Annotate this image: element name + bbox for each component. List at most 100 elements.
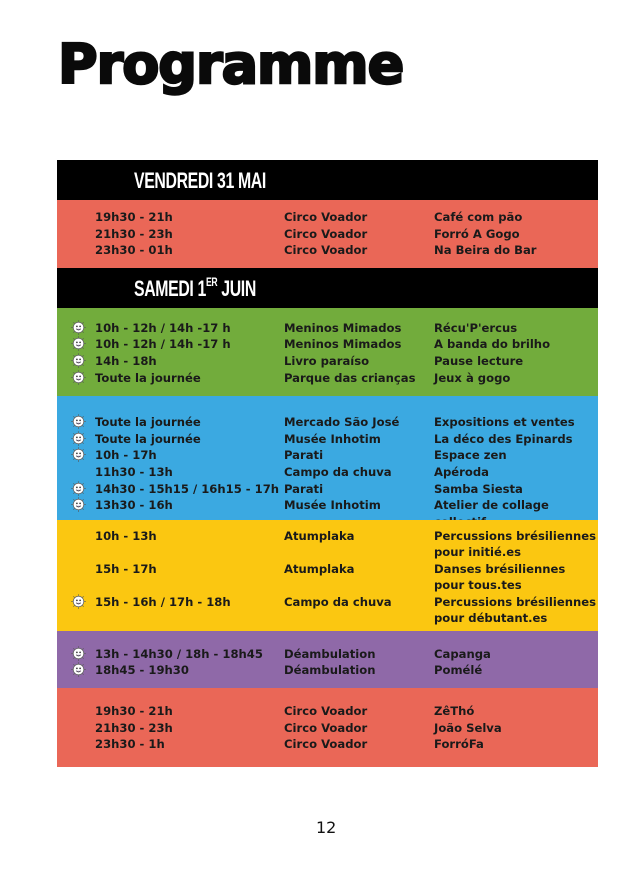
venue: Circo Voador — [284, 243, 368, 258]
time: 13h - 14h30 / 18h - 18h45 — [95, 646, 263, 661]
event: ForróFa — [434, 737, 484, 752]
schedule-row: 13h30 - 16h Musée Inhotim Atelier de colla… — [57, 497, 598, 529]
time: 19h30 - 21h — [95, 703, 173, 718]
event: Pomélé — [434, 663, 483, 678]
event: Percussions brésiliennes pour débutant.e… — [434, 594, 596, 626]
schedule-row: 10h - 17h Parati Espace zen — [57, 447, 598, 464]
venue: Circo Voador — [284, 703, 368, 718]
schedule-row: 19h30 - 21h Circo Voador Café com pão — [57, 209, 598, 226]
schedule-row: 23h30 - 01h Circo Voador Na Beira do Bar — [57, 242, 598, 259]
smiley-sun-icon — [71, 414, 86, 429]
schedule-block: 10h - 12h / 14h -17 h Meninos Mimados Récu… — [57, 307, 598, 397]
event: La déco des Epinards — [434, 431, 573, 446]
event: Jeux à gogo — [434, 370, 511, 385]
schedule-block: 10h - 13h Atumplaka Percussions brésilienn… — [57, 519, 598, 631]
event: A banda do brilho — [434, 337, 551, 352]
event: Capanga — [434, 646, 491, 661]
smiley-sun-icon — [71, 319, 86, 335]
time: 19h30 - 21h — [95, 210, 173, 224]
page-title: Programme — [57, 33, 406, 96]
event: Samba Siesta — [434, 481, 523, 496]
time: Toute la journée — [95, 431, 201, 446]
venue: Déambulation — [284, 646, 376, 661]
smiley-sun-icon — [71, 336, 86, 352]
schedule-row: 10h - 12h / 14h -17 h Meninos Mimados A ba… — [57, 336, 598, 353]
event: Na Beira do Bar — [434, 243, 537, 258]
event: Apéroda — [434, 464, 489, 479]
time: 13h30 - 16h — [95, 498, 173, 513]
day-header: VENDREDI 31 MAI — [57, 160, 598, 200]
smiley-sun-icon — [71, 447, 86, 463]
schedule-block: Toute la journée Mercado São José Expositi… — [57, 396, 598, 529]
time: 10h - 12h / 14h -17 h — [95, 320, 231, 335]
schedule-row: 21h30 - 23h Circo Voador Forró A Gogo — [57, 226, 598, 243]
schedule-row: 10h - 13h Atumplaka Percussions brésilienn… — [57, 528, 598, 561]
day-title: SAMEDI 1ER JUIN — [134, 274, 256, 302]
time: Toute la journée — [95, 370, 201, 385]
venue: Atumplaka — [284, 528, 355, 543]
time: Toute la journée — [95, 415, 201, 430]
schedule-row: 15h - 16h / 17h - 18h Campo da chuva Percu… — [57, 593, 598, 627]
day-label-sup: ER — [205, 274, 218, 289]
schedule-block: 13h - 14h30 / 18h - 18h45 Déambulation Cap… — [57, 630, 598, 688]
schedule-row: Toute la journée Musée Inhotim La déco des… — [57, 430, 598, 448]
venue: Circo Voador — [284, 210, 368, 224]
event: Espace zen — [434, 448, 507, 463]
event: Expositions et ventes — [434, 415, 575, 430]
venue: Mercado São José — [284, 415, 400, 430]
smiley-sun-icon — [71, 353, 86, 368]
event: Récu'P'ercus — [434, 320, 518, 335]
schedule-block: 19h30 - 21h Circo Voador ZêThó 21h30 - 23h C… — [57, 687, 598, 767]
schedule-row: 15h - 17h Atumplaka Danses brésiliennes po… — [57, 561, 598, 594]
event: Pause lecture — [434, 353, 524, 368]
venue: Parati — [284, 448, 324, 463]
smiley-sun-icon — [71, 430, 86, 446]
schedule-row: Toute la journée Mercado São José Expositi… — [57, 414, 598, 431]
venue: Livro paraíso — [284, 353, 370, 368]
schedule-block: 19h30 - 21h Circo Voador Café com pão 21h30… — [57, 200, 598, 268]
venue: Déambulation — [284, 663, 376, 678]
programme-table: VENDREDI 31 MAI 19h30 - 21h Circo Voador Ca… — [57, 160, 598, 767]
schedule-row: 21h30 - 23h Circo Voador João Selva — [57, 720, 598, 737]
venue: Parque das crianças — [284, 370, 416, 385]
time: 15h - 16h / 17h - 18h — [95, 594, 231, 609]
event: Percussions brésiliennes pour initié.es — [434, 528, 596, 560]
schedule-row: 13h - 14h30 / 18h - 18h45 Déambulation Cap… — [57, 645, 598, 663]
day-label: VENDREDI 31 MAI — [134, 168, 266, 193]
venue: Circo Voador — [284, 720, 368, 735]
schedule-row: 19h30 - 21h Circo Voador ZêThó — [57, 703, 598, 720]
time: 15h - 17h — [95, 561, 157, 576]
venue: Meninos Mimados — [284, 337, 402, 352]
page-number: 12 — [316, 818, 337, 837]
time: 23h30 - 01h — [95, 243, 173, 258]
event: João Selva — [434, 720, 502, 735]
smiley-sun-icon — [71, 497, 86, 512]
event: ZêThó — [434, 703, 475, 718]
schedule-row: 18h45 - 19h30 Déambulation Pomélé — [57, 662, 598, 679]
smiley-sun-icon — [71, 369, 86, 385]
time: 21h30 - 23h — [95, 226, 173, 241]
smiley-sun-icon — [71, 480, 86, 496]
time: 10h - 17h — [95, 448, 157, 463]
schedule-row: Toute la journée Parque das crianças Jeux … — [57, 369, 598, 387]
schedule-row: 23h30 - 1h Circo Voador ForróFa — [57, 736, 598, 753]
day-label-month: JUIN — [217, 275, 256, 301]
venue: Campo da chuva — [284, 594, 392, 609]
day-header: SAMEDI 1ER JUIN — [57, 267, 598, 308]
time: 21h30 - 23h — [95, 720, 173, 735]
venue: Musée Inhotim — [284, 498, 381, 513]
venue: Parati — [284, 481, 324, 496]
venue: Circo Voador — [284, 737, 368, 752]
event: Forró A Gogo — [434, 226, 520, 241]
day-title: VENDREDI 31 MAI — [134, 168, 266, 194]
schedule-row: 11h30 - 13h Campo da chuva Apéroda — [57, 464, 598, 481]
venue: Circo Voador — [284, 226, 368, 241]
smiley-sun-icon — [71, 593, 86, 609]
event: Danses brésiliennes pour tous.tes — [434, 561, 566, 593]
smiley-sun-icon — [71, 645, 86, 661]
time: 10h - 12h / 14h -17 h — [95, 337, 231, 352]
time: 10h - 13h — [95, 528, 157, 543]
time: 18h45 - 19h30 — [95, 663, 189, 678]
smiley-sun-icon — [71, 662, 86, 678]
event: Café com pão — [434, 210, 523, 224]
